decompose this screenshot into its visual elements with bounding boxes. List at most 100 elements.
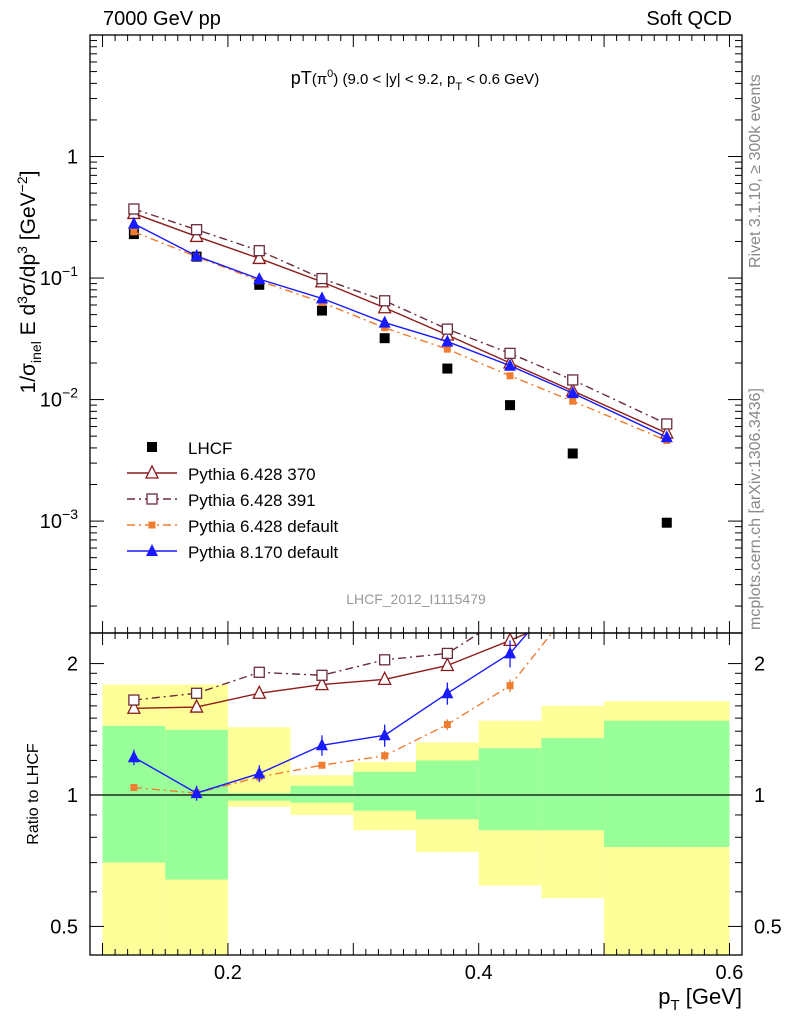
plot-title: pT(π0) (9.0 < |y| < 9.2, pT < 0.6 GeV) bbox=[291, 68, 539, 93]
series-line bbox=[133, 208, 668, 425]
marker-triangle bbox=[441, 686, 454, 699]
inner-band bbox=[102, 725, 166, 863]
marker-triangle bbox=[567, 573, 579, 585]
legend-label: Pythia 6.428 370 bbox=[188, 465, 316, 484]
x-tick-label: 0.2 bbox=[214, 962, 242, 984]
marker-square bbox=[505, 400, 516, 411]
marker-square bbox=[316, 305, 327, 316]
marker-triangle bbox=[315, 291, 328, 304]
y-axis-label: 1/σinel E d3σ/dp3 [GeV−2] bbox=[14, 171, 44, 394]
marker-square bbox=[147, 442, 157, 452]
marker-triangle-open bbox=[377, 670, 392, 686]
marker-square-small bbox=[443, 345, 451, 353]
marker-triangle bbox=[504, 646, 517, 659]
ratio-y-tick-label-right: 2 bbox=[754, 654, 765, 676]
inner-band bbox=[541, 738, 605, 831]
legend-label: LHCF bbox=[188, 439, 232, 458]
ratio-y-tick-label-right: 0.5 bbox=[754, 916, 782, 938]
marker-square-open bbox=[146, 493, 158, 505]
marker-square bbox=[254, 279, 265, 290]
y-tick-label: 10−1 bbox=[40, 263, 78, 290]
marker-triangle bbox=[441, 334, 454, 347]
inner-band bbox=[165, 729, 228, 880]
marker-square-small bbox=[443, 721, 451, 729]
marker-triangle bbox=[127, 750, 140, 763]
marker-square-open bbox=[190, 224, 203, 236]
marker-square-open bbox=[253, 245, 265, 257]
marker-triangle-open bbox=[567, 607, 579, 619]
marker-triangle-open bbox=[314, 676, 330, 691]
marker-square-small bbox=[381, 324, 389, 332]
marker-square-open bbox=[128, 694, 140, 706]
ratio-y-tick-label: 0.5 bbox=[50, 916, 78, 938]
marker-square-open bbox=[128, 203, 140, 215]
ratio-y-tick-label: 2 bbox=[67, 654, 78, 676]
ratio-y-axis-label: Ratio to LHCF bbox=[25, 743, 42, 845]
ratio-y-tick-label-right: 1 bbox=[754, 785, 765, 807]
marker-triangle-open bbox=[189, 698, 204, 713]
marker-square-open bbox=[568, 582, 578, 592]
marker-triangle bbox=[378, 315, 391, 328]
legend-label: Pythia 6.428 391 bbox=[188, 491, 316, 510]
marker-square-open bbox=[505, 609, 515, 619]
marker-square-open bbox=[504, 347, 516, 360]
y-tick-label: 1 bbox=[67, 147, 78, 169]
x-tick-label: 0.4 bbox=[465, 962, 493, 984]
x-axis-label: pT [GeV] bbox=[658, 984, 742, 1014]
marker-square-small bbox=[130, 784, 138, 792]
marker-triangle bbox=[661, 483, 673, 495]
ratio-bands bbox=[102, 684, 730, 955]
inner-band bbox=[604, 720, 730, 848]
marker-square-open bbox=[441, 647, 453, 660]
marker-triangle-open bbox=[252, 249, 267, 265]
marker-triangle-open bbox=[144, 464, 160, 479]
marker-square-small bbox=[663, 498, 670, 505]
inner-band bbox=[353, 771, 416, 811]
marker-triangle-open bbox=[440, 657, 455, 672]
marker-square-small bbox=[318, 761, 326, 769]
marker-triangle bbox=[253, 272, 266, 285]
marker-triangle bbox=[253, 766, 266, 779]
inner-band bbox=[478, 748, 542, 831]
legend-label: Pythia 8.170 default bbox=[188, 543, 339, 562]
marker-triangle-open bbox=[252, 684, 267, 699]
marker-triangle-open bbox=[661, 556, 673, 568]
main-series bbox=[126, 203, 674, 528]
marker-square-open bbox=[316, 669, 328, 681]
marker-triangle bbox=[127, 216, 140, 229]
y-tick-label: 10−3 bbox=[40, 506, 78, 533]
x-tick-label: 0.6 bbox=[716, 962, 744, 984]
marker-square-open bbox=[662, 527, 672, 537]
inner-band bbox=[416, 760, 479, 820]
marker-square-open bbox=[190, 687, 203, 699]
ratio-series bbox=[126, 483, 673, 801]
marker-square-small bbox=[569, 603, 576, 610]
marker-square-open bbox=[441, 323, 453, 335]
header-left: 7000 GeV pp bbox=[103, 8, 221, 30]
mcplots-label: mcplots.cern.ch [arXiv:1306.3436] bbox=[747, 388, 764, 630]
marker-triangle bbox=[315, 738, 328, 751]
series-line bbox=[133, 223, 668, 438]
marker-square-open bbox=[253, 666, 265, 678]
marker-triangle bbox=[190, 248, 203, 261]
inner-band bbox=[290, 785, 354, 803]
rivet-label: Rivet 3.1.10, ≥ 300k events bbox=[747, 74, 764, 268]
marker-square bbox=[567, 448, 578, 459]
marker-triangle bbox=[378, 728, 391, 741]
inner-band bbox=[227, 793, 291, 801]
marker-square bbox=[379, 333, 390, 344]
marker-square-small bbox=[381, 752, 389, 760]
marker-square-open bbox=[316, 272, 328, 285]
marker-square-open bbox=[661, 418, 673, 430]
marker-square-small bbox=[506, 682, 514, 690]
marker-triangle bbox=[504, 358, 517, 371]
marker-square-open bbox=[567, 374, 579, 386]
marker-square-open bbox=[379, 295, 391, 307]
marker-triangle-open bbox=[126, 699, 141, 714]
marker-square bbox=[442, 363, 453, 374]
marker-triangle-open bbox=[377, 299, 392, 314]
header-right: Soft QCD bbox=[646, 8, 732, 30]
marker-square-small bbox=[506, 372, 514, 380]
marker-square-small bbox=[569, 397, 577, 405]
